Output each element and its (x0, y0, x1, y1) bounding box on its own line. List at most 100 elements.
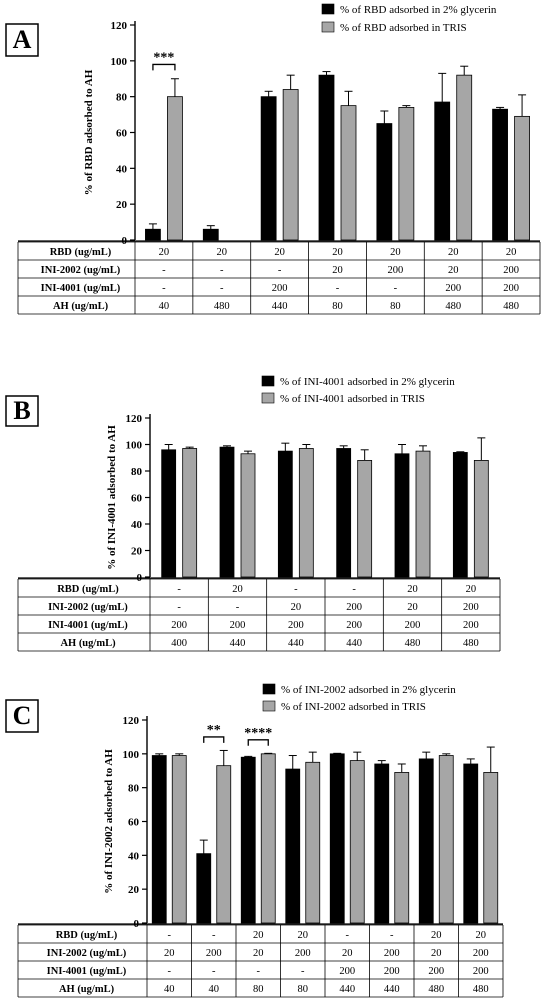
y-tick-label: 120 (123, 715, 140, 727)
y-tick-label: 20 (116, 199, 128, 211)
y-tick-label: 40 (131, 519, 143, 531)
table-cell: 480 (428, 984, 444, 995)
table-cell: 400 (171, 638, 187, 649)
y-tick-label: 120 (126, 413, 143, 425)
table-cell: 20 (431, 930, 442, 941)
bar-glycerin (492, 108, 508, 241)
table-cell: - (301, 966, 305, 977)
table-cell: - (177, 602, 181, 613)
legend-label: % of INI-4001 adsorbed in 2% glycerin (280, 376, 455, 388)
table-cell: 20 (448, 265, 459, 276)
legend-swatch (262, 683, 276, 695)
table-row-label: AH (ug/mL) (59, 984, 115, 995)
table-row-label: INI-2002 (ug/mL) (48, 602, 128, 613)
table-cell: 80 (332, 301, 343, 312)
legend-label: % of RBD adsorbed in 2% glycerin (340, 4, 497, 16)
bar-glycerin (336, 448, 352, 578)
table-cell: 80 (253, 984, 264, 995)
bar-glycerin (219, 446, 235, 578)
table-cell: 80 (298, 984, 309, 995)
table-cell: 200 (171, 620, 187, 631)
table-cell: 20 (332, 265, 343, 276)
bar-tris (473, 460, 489, 578)
bar-glycerin (452, 452, 468, 578)
table-cell: 480 (405, 638, 421, 649)
y-tick-label: 40 (116, 163, 128, 175)
significance-bracket (247, 739, 269, 746)
table-row-label: RBD (ug/mL) (56, 930, 118, 941)
table-row-label: INI-4001 (ug/mL) (48, 620, 128, 631)
chart-panel-a: A % of RBD adsorbed in 2% glycerin % of R… (5, 3, 541, 315)
table-row-label: AH (ug/mL) (60, 638, 116, 649)
significance-label: **** (244, 726, 272, 741)
table-cell: 200 (463, 620, 479, 631)
significance-bracket (203, 736, 225, 743)
panel-letter: B (13, 396, 30, 425)
table-cell: 20 (274, 247, 285, 258)
table-cell: 480 (214, 301, 230, 312)
table-cell: 200 (384, 948, 400, 959)
table-cell: - (162, 283, 166, 294)
bar-tris (216, 765, 232, 924)
legend-swatch (321, 3, 335, 15)
y-tick-label: 100 (111, 56, 128, 68)
bar-glycerin (394, 453, 410, 578)
table-cell: 440 (339, 984, 355, 995)
table-cell: 20 (390, 247, 401, 258)
table-cell: 440 (346, 638, 362, 649)
table-cell: 20 (253, 948, 264, 959)
table-cell: 20 (407, 602, 418, 613)
bar-glycerin (374, 763, 390, 924)
table-row-label: INI-2002 (ug/mL) (41, 265, 121, 276)
table-cell: 40 (164, 984, 175, 995)
table-cell: 20 (342, 948, 353, 959)
table-cell: 480 (473, 984, 489, 995)
bar-glycerin (463, 763, 479, 924)
y-tick-label: 100 (123, 749, 140, 761)
table-cell: 200 (339, 966, 355, 977)
bar-glycerin (329, 753, 345, 924)
bar-glycerin (376, 123, 393, 241)
table-cell: 440 (288, 638, 304, 649)
table-cell: 20 (332, 247, 343, 258)
table-cell: 20 (298, 930, 309, 941)
bar-glycerin (260, 96, 277, 241)
panel-letter-box: C (5, 699, 39, 733)
table-row-label: RBD (ug/mL) (50, 247, 112, 258)
table-cell: 200 (463, 602, 479, 613)
legend-swatch (262, 700, 276, 712)
table-cell: - (212, 930, 216, 941)
significance-bracket (152, 63, 176, 71)
bar-glycerin (318, 74, 335, 241)
table-cell: 200 (445, 283, 461, 294)
table-cell: 20 (448, 247, 459, 258)
legend-swatch (261, 392, 275, 404)
table-row-label: INI-2002 (ug/mL) (47, 948, 127, 959)
panel-letter: C (13, 701, 32, 730)
chart-panel-b: B % of INI-4001 adsorbed in 2% glycerin%… (5, 375, 501, 652)
table-cell: - (278, 265, 282, 276)
table-cell: 200 (387, 265, 403, 276)
bar-tris (182, 448, 198, 578)
bar-tris (438, 755, 454, 924)
table-cell: 200 (428, 966, 444, 977)
table-cell: 200 (230, 620, 246, 631)
bar-glycerin (434, 101, 451, 241)
table-cell: - (257, 966, 261, 977)
bar-tris (260, 753, 276, 924)
bar-glycerin (418, 758, 434, 924)
table-cell: 40 (209, 984, 220, 995)
table-row-label: INI-4001 (ug/mL) (41, 283, 121, 294)
table-cell: - (394, 283, 398, 294)
table-cell: 20 (164, 948, 175, 959)
panel-letter-box: B (5, 395, 39, 427)
bar-tris (282, 89, 299, 241)
table-row-label: AH (ug/mL) (53, 301, 109, 312)
bar-tris (298, 448, 314, 578)
table-cell: 440 (230, 638, 246, 649)
significance-label: *** (153, 50, 174, 65)
table-cell: - (168, 930, 172, 941)
table-cell: 20 (217, 247, 228, 258)
table-cell: - (177, 584, 181, 595)
bar-tris (456, 74, 473, 241)
